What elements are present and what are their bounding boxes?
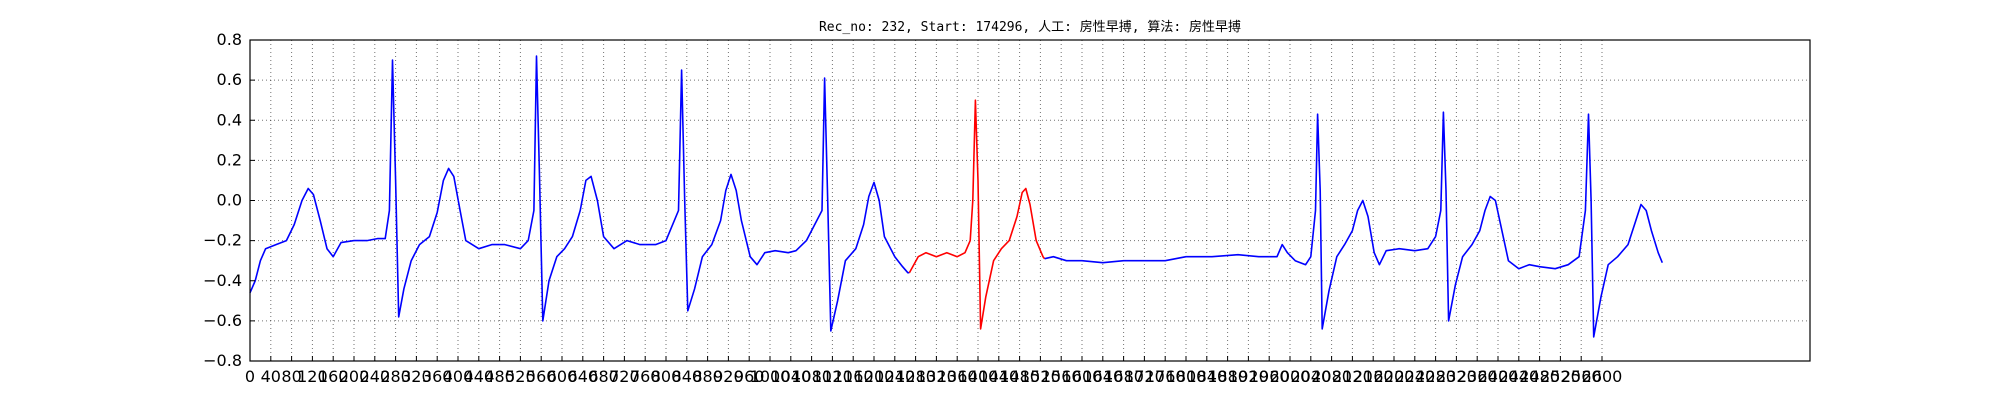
x-tick-label: 920 [713,367,744,386]
x-tick-label: 80 [281,367,301,386]
x-tick-label: 1840 [1186,367,1227,386]
x-tick-label: 1080 [791,367,832,386]
x-tick-label: 2400 [1478,367,1519,386]
x-tick-label: 2360 [1457,367,1498,386]
x-tick-label: 680 [588,367,619,386]
x-tick-label: 1720 [1124,367,1165,386]
x-tick-label: 2240 [1394,367,1435,386]
x-tick-label: 1600 [1062,367,1103,386]
x-tick-label: 1320 [916,367,957,386]
series-lines [249,55,1664,338]
x-tick-label: 440 [464,367,495,386]
x-tick-label: 1880 [1207,367,1248,386]
x-tick-label: 2080 [1311,367,1352,386]
x-tick-label: 760 [630,367,661,386]
x-tick-label: 280 [380,367,411,386]
x-tick-label: 320 [401,367,432,386]
x-tick-label: 2280 [1415,367,1456,386]
x-tick-label: 1680 [1103,367,1144,386]
y-tick-label: 0.6 [217,70,242,89]
x-tick-label: 1920 [1228,367,1269,386]
y-tick-label: −0.2 [203,231,242,250]
x-tick-label: 360 [422,367,453,386]
x-tick-label: 1000 [750,367,791,386]
x-tick-label: 1760 [1145,367,1186,386]
x-tick-label: 1040 [770,367,811,386]
x-tick-label: 2600 [1582,367,1623,386]
x-tick-label: 1240 [874,367,915,386]
y-tick-label: −0.8 [203,351,242,370]
x-tick-label: 1640 [1082,367,1123,386]
x-tick-label: 1360 [937,367,978,386]
series-line-2 [908,99,1046,330]
x-tick-label: 600 [547,367,578,386]
grid-lines [250,40,1810,361]
x-tick-label: 1160 [833,367,874,386]
x-tick-label: 1280 [895,367,936,386]
x-tick-label: 720 [609,367,640,386]
y-tick-label: −0.6 [203,311,242,330]
x-tick-label: 2200 [1374,367,1415,386]
x-tick-label: 2520 [1540,367,1581,386]
y-tick-label: 0.8 [217,30,242,49]
x-tick-label: 880 [692,367,723,386]
x-tick-label: 2040 [1290,367,1331,386]
x-tick-label: 2120 [1332,367,1373,386]
x-tick-label: 160 [318,367,349,386]
x-tick-label: 2160 [1353,367,1394,386]
x-tick-label: 0 [245,367,255,386]
x-tick-label: 2000 [1270,367,1311,386]
y-tick-label: 0.0 [217,191,242,210]
y-tick-label: 0.4 [217,110,242,129]
x-tick-label: 520 [505,367,536,386]
x-axis-ticks: 0 40 8012016020024028032036040044048052056… [245,356,1622,386]
x-tick-label: 1560 [1041,367,1082,386]
x-tick-label: 960 [734,367,765,386]
x-tick-label: 2440 [1498,367,1539,386]
x-tick-label: 1480 [999,367,1040,386]
series-line-3 [1044,111,1664,338]
x-tick-label: 40 [261,367,281,386]
y-tick-label: −0.4 [203,271,242,290]
x-tick-label: 840 [672,367,703,386]
x-tick-label: 400 [443,367,474,386]
x-tick-label: 1400 [958,367,999,386]
x-tick-label: 1960 [1249,367,1290,386]
x-tick-label: 120 [297,367,328,386]
x-tick-label: 2560 [1561,367,1602,386]
x-tick-label: 1120 [812,367,853,386]
x-tick-label: 1800 [1166,367,1207,386]
x-tick-label: 240 [360,367,391,386]
y-axis-ticks: 0.8 0.6 0.4 0.2 0.0 −0.2 −0.4 −0.6 −0.8 [203,30,255,370]
x-tick-label: 2480 [1519,367,1560,386]
chart-title: Rec_no: 232, Start: 174296, 人工: 房性早搏, 算法… [819,19,1241,35]
x-tick-label: 200 [339,367,370,386]
y-tick-label: 0.2 [217,150,242,169]
x-tick-label: 480 [484,367,515,386]
series-line-1 [249,55,910,332]
x-tick-label: 1520 [1020,367,1061,386]
x-tick-label: 2320 [1436,367,1477,386]
x-tick-label: 1440 [978,367,1019,386]
x-tick-label: 800 [651,367,682,386]
x-tick-label: 640 [568,367,599,386]
x-tick-label: 560 [526,367,557,386]
x-tick-label: 1200 [854,367,895,386]
